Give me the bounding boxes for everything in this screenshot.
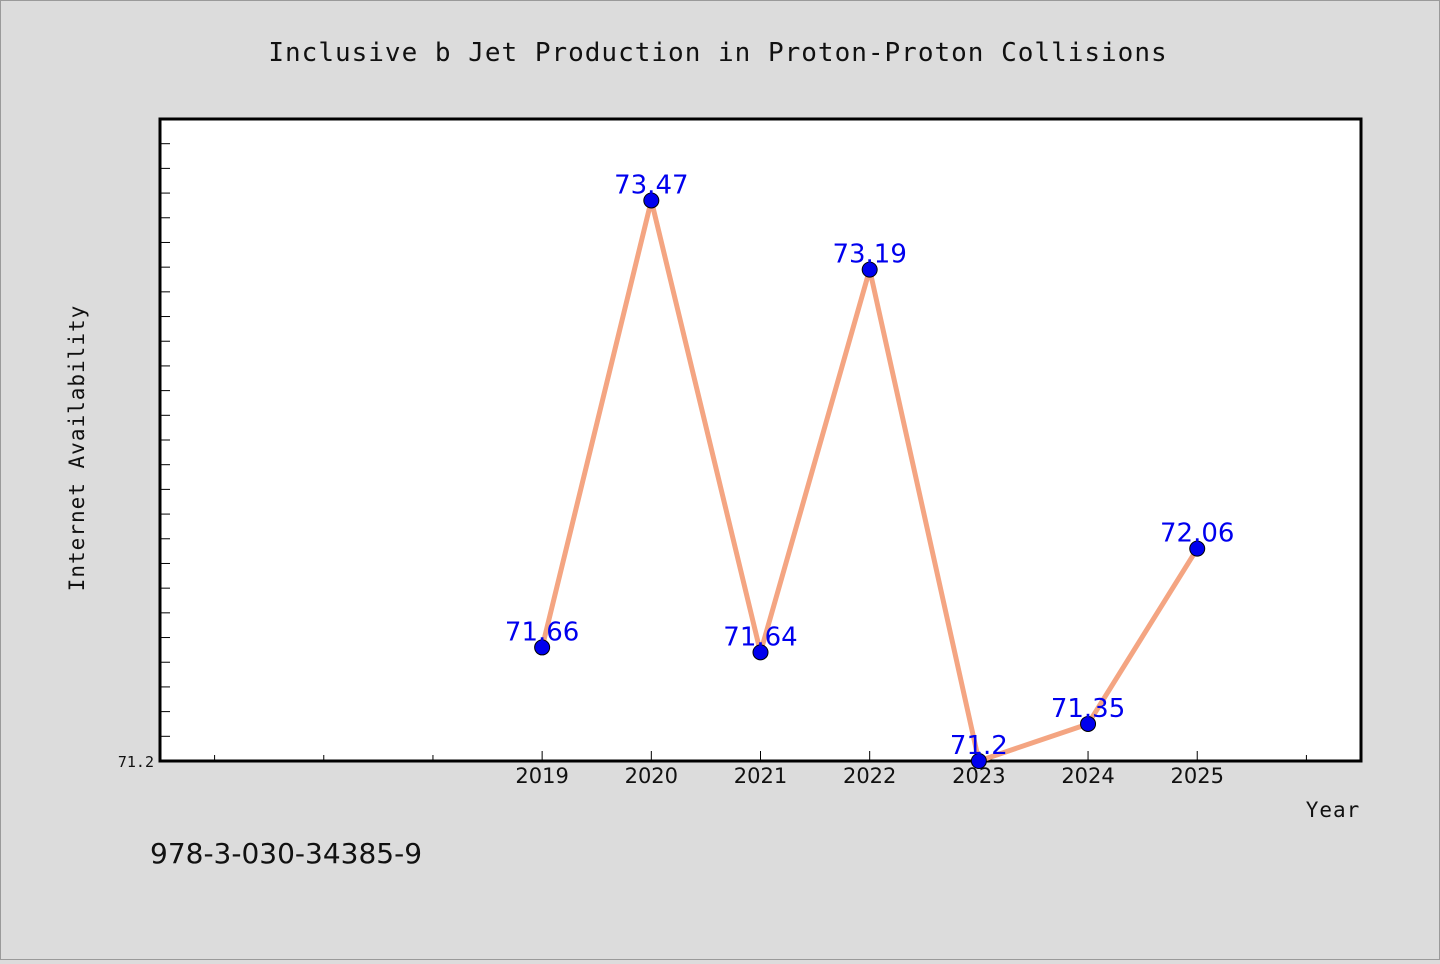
chart-title: Inclusive b Jet Production in Proton-Pro… <box>268 38 1167 68</box>
x-tick-label: 2024 <box>1061 764 1114 788</box>
x-tick-labels: 2019 2020 2021 2022 2023 2024 2025 <box>515 764 1224 788</box>
data-labels: 71.66 73.47 71.64 73.19 71.2 71.35 72.06 <box>505 170 1235 761</box>
data-label: 72.06 <box>1160 519 1234 549</box>
x-axis-label: Year <box>1306 798 1361 822</box>
data-label: 73.47 <box>614 170 688 200</box>
x-tick-label: 2022 <box>843 764 896 788</box>
plot-area <box>158 117 1363 763</box>
data-point <box>643 192 660 209</box>
data-point <box>1080 715 1097 732</box>
data-markers <box>534 192 1206 769</box>
y-axis-label: Internet Availability <box>65 305 89 592</box>
data-point <box>534 639 551 656</box>
x-tick-label: 2020 <box>625 764 678 788</box>
data-label: 71.66 <box>505 617 579 647</box>
data-label: 73.19 <box>832 240 906 270</box>
y-tick-labels: 71.2 <box>118 753 154 771</box>
data-label: 71.64 <box>723 622 797 652</box>
data-label: 71.35 <box>1051 694 1125 724</box>
x-tick-label: 2025 <box>1171 764 1224 788</box>
y-minor-ticks <box>160 143 170 737</box>
data-label: 71.2 <box>950 731 1008 761</box>
data-point <box>861 261 878 278</box>
data-point <box>1189 540 1206 557</box>
y-tick-label: 71.2 <box>118 753 154 771</box>
x-tick-label: 2021 <box>734 764 787 788</box>
isbn-text: 978-3-030-34385-9 <box>150 837 422 870</box>
x-tick-label: 2019 <box>515 764 568 788</box>
data-point <box>970 753 987 769</box>
data-point <box>752 644 769 661</box>
